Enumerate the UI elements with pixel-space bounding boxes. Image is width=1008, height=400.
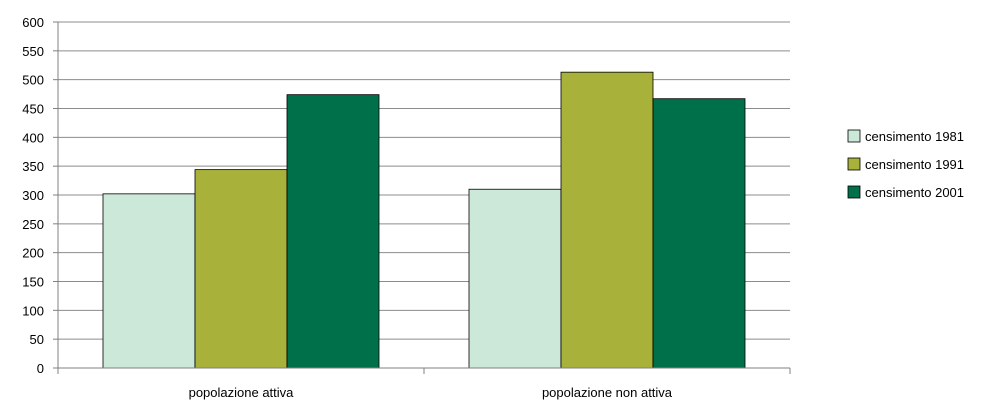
x-axis-labels: popolazione attiva popolazione non attiva <box>189 385 673 400</box>
y-tick-label: 600 <box>22 15 44 30</box>
y-tick-label: 350 <box>22 159 44 174</box>
bar-2-2 <box>560 71 654 369</box>
legend-swatch <box>847 185 861 199</box>
x-tick-label: popolazione non attiva <box>542 385 673 400</box>
bar-3-2 <box>652 98 746 369</box>
bar-1-1 <box>102 193 196 369</box>
y-tick-label: 250 <box>22 217 44 232</box>
y-axis-ticks: 0 50 100 150 200 250 300 350 400 450 500 550 600 <box>22 15 58 376</box>
legend-label: censimento 1981 <box>865 129 964 144</box>
legend-label: censimento 2001 <box>865 185 964 200</box>
y-tick-label: 500 <box>22 73 44 88</box>
axes <box>57 22 791 374</box>
bars <box>102 71 746 369</box>
bar-1-2 <box>468 188 562 369</box>
x-tick-label: popolazione attiva <box>189 385 295 400</box>
y-tick-label: 550 <box>22 44 44 59</box>
legend-label: censimento 1991 <box>865 157 964 172</box>
legend-swatch <box>847 129 861 143</box>
y-tick-label: 300 <box>22 188 44 203</box>
y-tick-label: 0 <box>37 361 44 376</box>
y-tick-label: 200 <box>22 246 44 261</box>
y-tick-label: 150 <box>22 275 44 290</box>
y-tick-label: 50 <box>30 332 44 347</box>
legend-swatch <box>847 157 861 171</box>
y-tick-label: 450 <box>22 102 44 117</box>
legend: censimento 1981 censimento 1991 censimento… <box>847 129 964 200</box>
y-tick-label: 400 <box>22 130 44 145</box>
y-tick-label: 100 <box>22 303 44 318</box>
bar-2-1 <box>194 169 288 369</box>
bar-3-1 <box>286 94 380 369</box>
